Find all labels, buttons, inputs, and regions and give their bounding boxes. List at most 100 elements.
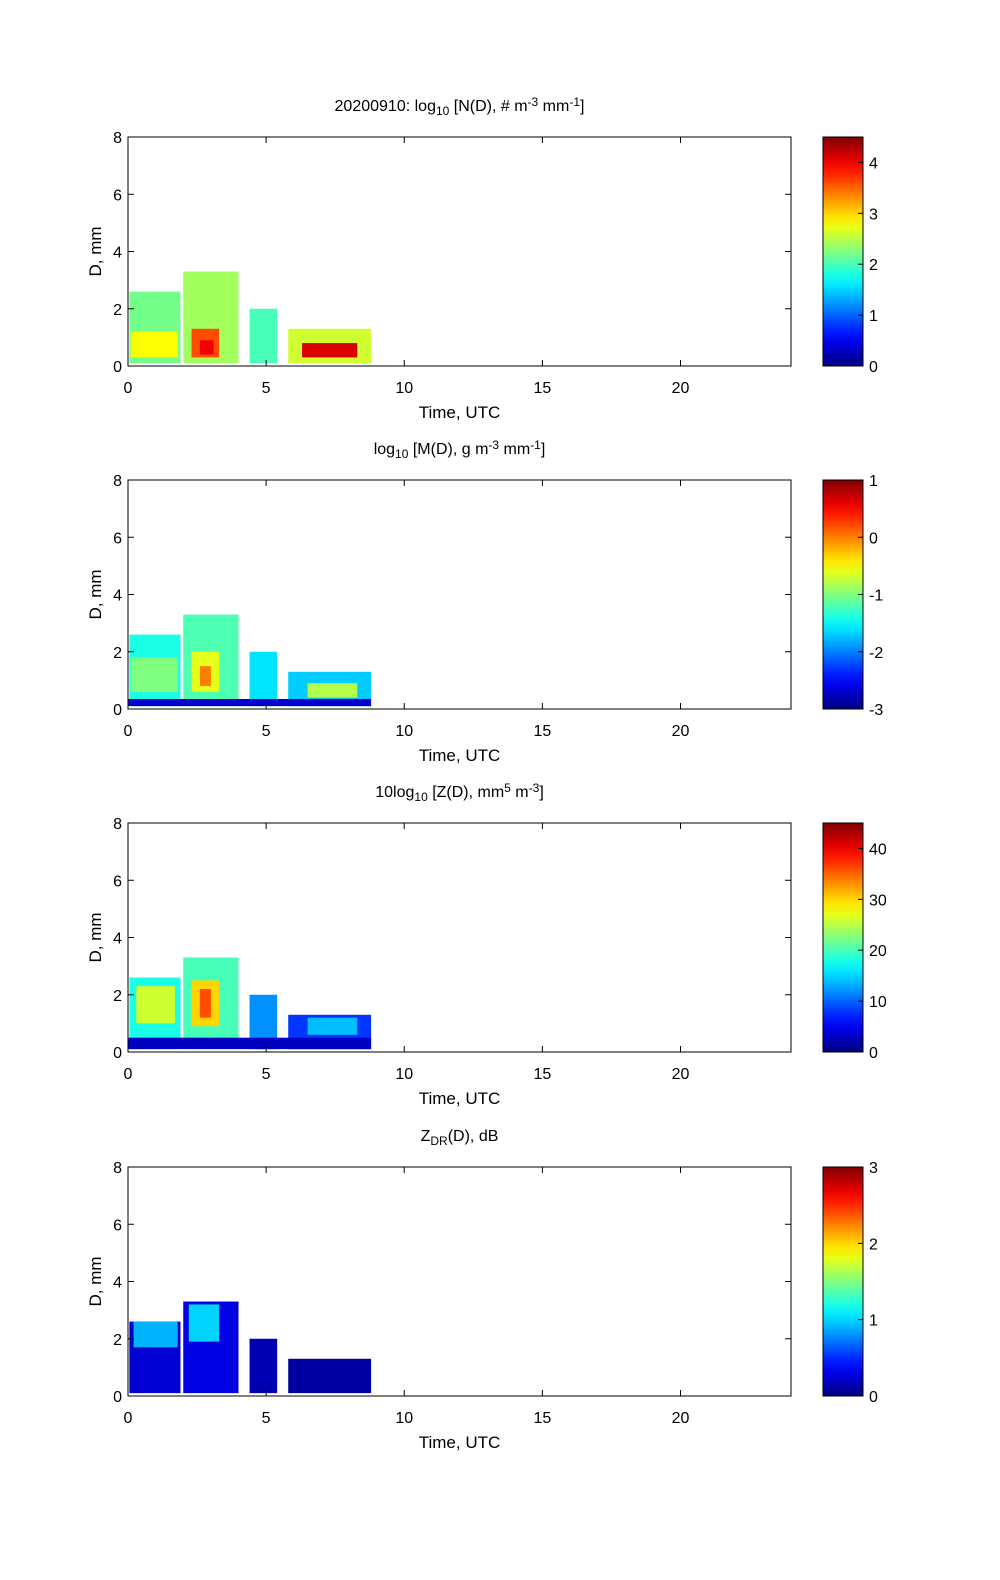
panel-3: 10log10 [Z(D), mm5 m-3]0 5 10 15 2002468Time…: [86, 781, 887, 1108]
x-tick-label: 20: [672, 1410, 690, 1427]
colorbar-tick-label: 0: [869, 530, 878, 547]
title-part: 10log: [375, 784, 414, 801]
colorbar-tick-label: 2: [869, 257, 878, 274]
title-part: -3: [488, 438, 499, 452]
title-part: ]: [580, 98, 584, 115]
panel-2: log10 [M(D), g m-3 mm-1]0 5 10 15 2002468Tim…: [86, 438, 883, 765]
title-part: [N(D), # m: [449, 98, 527, 115]
y-tick-label: 4: [113, 931, 122, 948]
x-tick-label: 5: [262, 380, 271, 397]
colorbar-tick-label: -3: [869, 702, 883, 719]
y-axis-label: D, mm: [86, 912, 105, 962]
y-tick-label: 0: [113, 1389, 122, 1406]
data-cell: [128, 698, 372, 707]
colorbar-tick-label: 1: [869, 473, 878, 490]
x-axis-label: Time, UTC: [419, 1089, 501, 1108]
colorbar-tick-label: 3: [869, 206, 878, 223]
panel-title: 10log10 [Z(D), mm5 m-3]: [375, 781, 544, 804]
y-tick-label: 6: [113, 1217, 122, 1234]
x-tick-label: 10: [395, 1410, 413, 1427]
y-tick-label: 2: [113, 302, 122, 319]
title-part: log: [374, 441, 395, 458]
data-cell: [128, 1037, 372, 1050]
data-cell: [249, 308, 278, 364]
title-part: 20200910: log: [335, 98, 436, 115]
title-part: ]: [539, 784, 543, 801]
data-cells: [128, 957, 372, 1050]
colorbar: [822, 479, 864, 710]
colorbar-tick-label: -2: [869, 645, 883, 662]
y-tick-label: 6: [113, 873, 122, 890]
data-cell: [188, 1304, 220, 1342]
title-part: m: [511, 784, 529, 801]
y-tick-label: 6: [113, 530, 122, 547]
x-tick-label: 10: [395, 1066, 413, 1083]
title-part: -3: [529, 781, 540, 795]
y-tick-label: 2: [113, 1332, 122, 1349]
colorbar-tick-label: 10: [869, 994, 887, 1011]
x-tick-label: 0: [124, 1066, 133, 1083]
y-tick-label: 2: [113, 645, 122, 662]
title-part: 10: [414, 790, 428, 804]
title-part: [Z(D), mm: [428, 784, 504, 801]
data-cell: [249, 651, 278, 707]
x-tick-label: 5: [262, 1410, 271, 1427]
title-part: 5: [504, 781, 511, 795]
y-axis-label: D, mm: [86, 226, 105, 276]
panel-1: 20200910: log10 [N(D), # m-3 mm-1]0 5 10 15…: [86, 95, 878, 422]
y-tick-label: 8: [113, 816, 122, 833]
x-tick-label: 15: [533, 1410, 551, 1427]
y-tick-label: 8: [113, 130, 122, 147]
x-axis-label: Time, UTC: [419, 403, 501, 422]
title-part: 10: [395, 447, 409, 461]
colorbar: [822, 1166, 864, 1397]
title-part: -1: [569, 95, 580, 109]
colorbar-tick-label: -1: [869, 588, 883, 605]
x-tick-label: 20: [672, 1066, 690, 1083]
data-cell: [199, 989, 211, 1018]
colorbar-tick-label: 1: [869, 308, 878, 325]
data-cell: [302, 343, 358, 358]
data-cell: [249, 1338, 278, 1394]
x-tick-label: 5: [262, 1066, 271, 1083]
title-part: (D), dB: [448, 1128, 499, 1145]
data-cell: [307, 683, 358, 698]
x-tick-label: 10: [395, 380, 413, 397]
colorbar-tick-label: 0: [869, 1045, 878, 1062]
title-part: Z: [421, 1128, 431, 1145]
panel-4: ZDR(D), dB 0 5 10 15 20 0 2 4 6 8 Time, UTC D, mm 0 1 2…: [86, 1128, 878, 1452]
x-axis-label: Time, UTC: [419, 746, 501, 765]
y-tick-label: 0: [113, 702, 122, 719]
y-axis-label: D, mm: [86, 1256, 105, 1306]
colorbar-tick-label: 3: [869, 1160, 878, 1177]
title-part: -1: [530, 438, 541, 452]
colorbar: [822, 136, 864, 367]
y-tick-label: 8: [113, 1160, 122, 1177]
x-tick-label: 15: [533, 380, 551, 397]
x-tick-label: 15: [533, 723, 551, 740]
x-tick-label: 0: [124, 723, 133, 740]
panel-title: 20200910: log10 [N(D), # m-3 mm-1]: [335, 95, 585, 118]
panel-title: log10 [M(D), g m-3 mm-1]: [374, 438, 546, 461]
data-cell: [130, 331, 178, 358]
title-part: [M(D), g m: [408, 441, 488, 458]
colorbar-tick-label: 40: [869, 841, 887, 858]
colorbar-tick-label: 4: [869, 155, 878, 172]
y-tick-label: 4: [113, 588, 122, 605]
panel-title: ZDR(D), dB: [421, 1128, 499, 1148]
colorbar-tick-label: 2: [869, 1236, 878, 1253]
title-part: -3: [528, 95, 539, 109]
x-tick-label: 10: [395, 723, 413, 740]
x-tick-label: 5: [262, 723, 271, 740]
colorbar-tick-label: 30: [869, 892, 887, 909]
y-axis-label: D, mm: [86, 569, 105, 619]
data-cell: [307, 1017, 358, 1035]
data-cell: [199, 340, 214, 355]
y-tick-label: 4: [113, 245, 122, 262]
y-tick-label: 0: [113, 1045, 122, 1062]
data-cell: [130, 657, 178, 692]
title-part: mm: [499, 441, 530, 458]
data-cell: [133, 1321, 178, 1348]
title-part: DR: [430, 1134, 448, 1148]
data-cells: [129, 1301, 372, 1394]
